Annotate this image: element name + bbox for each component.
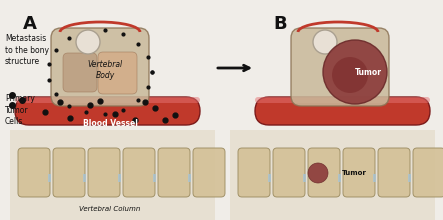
FancyBboxPatch shape [255,97,430,103]
Circle shape [332,57,368,93]
Bar [48,174,51,182]
FancyBboxPatch shape [238,148,270,197]
FancyBboxPatch shape [291,28,389,106]
Circle shape [323,40,387,104]
FancyBboxPatch shape [53,148,85,197]
Bar [230,130,435,220]
FancyBboxPatch shape [273,148,305,197]
Bar [188,174,191,182]
Circle shape [308,163,328,183]
Bar [10,130,215,220]
Text: Vertebral Column: Vertebral Column [79,206,141,212]
FancyBboxPatch shape [193,148,225,197]
Bar [153,174,156,182]
Bar [408,174,411,182]
Text: A: A [23,15,37,33]
Bar [303,174,306,182]
FancyBboxPatch shape [15,97,200,125]
Text: Blood Vessel: Blood Vessel [82,119,137,128]
FancyBboxPatch shape [343,148,375,197]
FancyBboxPatch shape [413,148,443,197]
Bar [268,174,271,182]
Text: Primary
Tumor
Cells: Primary Tumor Cells [5,94,35,126]
FancyBboxPatch shape [15,97,200,103]
FancyBboxPatch shape [378,148,410,197]
FancyBboxPatch shape [51,28,149,106]
Circle shape [313,30,337,54]
Circle shape [76,30,100,54]
Bar [118,174,121,182]
FancyBboxPatch shape [255,97,430,125]
Text: B: B [273,15,287,33]
FancyBboxPatch shape [18,148,50,197]
FancyBboxPatch shape [63,53,97,92]
Text: Vertebral
Body: Vertebral Body [87,60,123,80]
FancyBboxPatch shape [158,148,190,197]
Bar [373,174,376,182]
FancyBboxPatch shape [88,148,120,197]
Text: Tumor: Tumor [354,68,381,77]
FancyBboxPatch shape [308,148,340,197]
Text: Metastasis
to the bony
structure: Metastasis to the bony structure [5,34,49,66]
Bar [338,174,341,182]
Text: Tumor: Tumor [342,170,367,176]
FancyBboxPatch shape [98,52,137,94]
FancyBboxPatch shape [123,148,155,197]
Bar [83,174,86,182]
